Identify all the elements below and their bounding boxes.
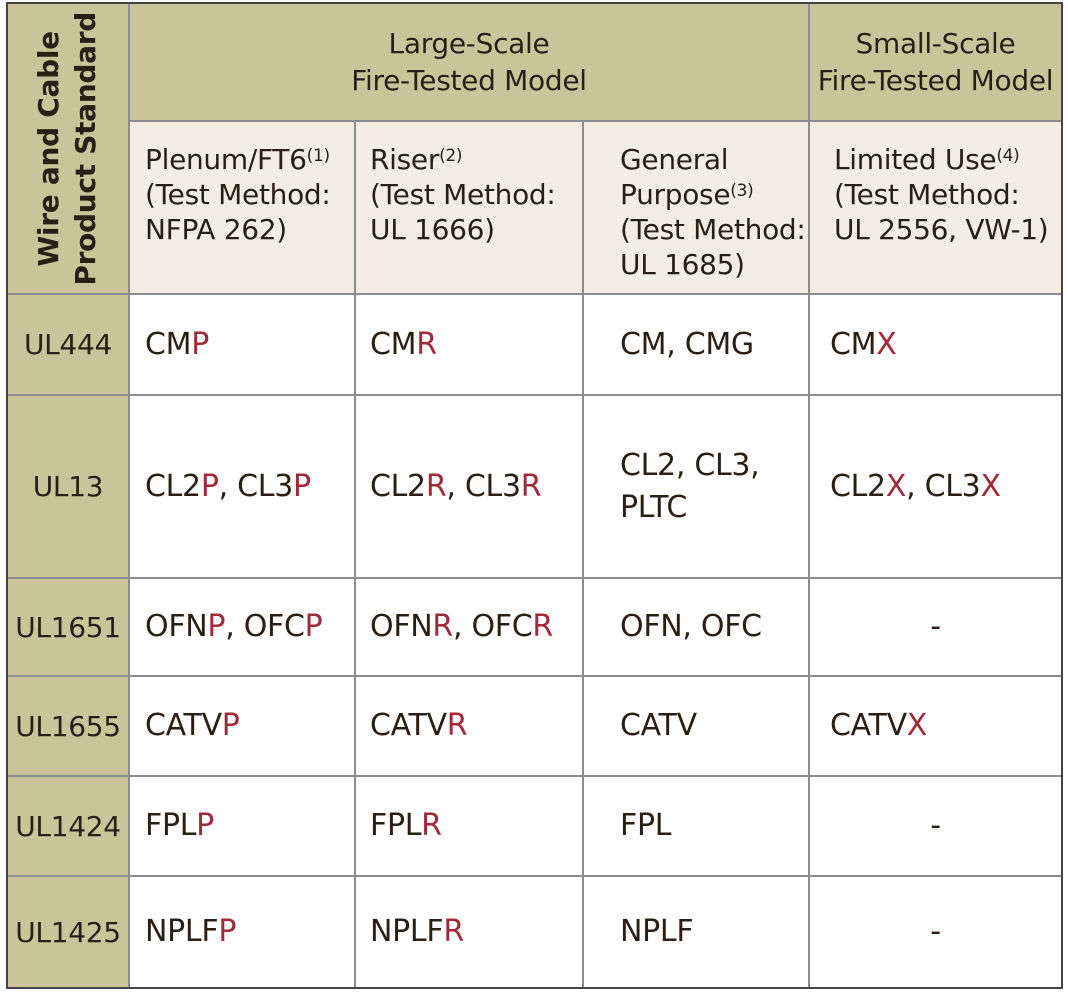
cell-text: FPLP [145, 808, 214, 844]
cell-ul1655-riser: CATVR [356, 677, 582, 775]
column-header-method: (Test Method: UL 2556, VW-1) [834, 178, 1049, 246]
row-label-ul1425: UL1425 [8, 877, 128, 987]
accent-suffix-letter: P [200, 468, 219, 504]
accent-suffix-letter: P [207, 609, 226, 645]
cell-ul1655-limited-use: CATVX [810, 677, 1061, 775]
cell-ul13-general-purpose: CL2, CL3, PLTC [584, 396, 808, 577]
footnote-marker-2: (2) [439, 145, 463, 166]
accent-suffix-letter: R [520, 468, 542, 504]
row-label-ul1655: UL1655 [8, 677, 128, 775]
row-label-ul1651: UL1651 [8, 579, 128, 675]
cell-ul444-riser: CMR [356, 295, 582, 394]
cell-text: - [930, 609, 941, 645]
cell-ul1424-limited-use: - [810, 777, 1061, 875]
row-label-ul1424: UL1424 [8, 777, 128, 875]
cell-ul1425-limited-use: - [810, 877, 1061, 987]
column-header-title: Plenum/FT6(1) [145, 143, 330, 176]
accent-suffix-letter: X [885, 468, 907, 504]
classification-table: Wire and Cable Product Standard Large-Sca… [6, 2, 1063, 989]
group-header-large-scale: Large-Scale Fire-Tested Model [130, 4, 808, 120]
footnote-marker-3: (3) [730, 180, 754, 201]
column-header-title: Limited Use(4) [834, 143, 1020, 176]
cell-text: CATV [620, 708, 697, 744]
accent-suffix-letter: R [446, 708, 468, 744]
cell-ul13-riser: CL2R, CL3R [356, 396, 582, 577]
cell-ul1425-riser: NPLFR [356, 877, 582, 987]
column-header-limited-use: Limited Use(4) (Test Method: UL 2556, VW… [810, 122, 1061, 293]
column-header-general-purpose: General Purpose(3) (Test Method: UL 1685… [584, 122, 808, 293]
cell-ul1655-general-purpose: CATV [584, 677, 808, 775]
column-header-method: (Test Method: NFPA 262) [145, 178, 331, 246]
cell-ul1651-limited-use: - [810, 579, 1061, 675]
cell-text: CMR [370, 326, 437, 362]
accent-suffix-letter: X [906, 708, 928, 744]
cell-text: CL2R, CL3R [370, 468, 542, 504]
cell-ul1424-general-purpose: FPL [584, 777, 808, 875]
cell-ul13-limited-use: CL2X, CL3X [810, 396, 1061, 577]
cell-ul13-plenum: CL2P, CL3P [130, 396, 354, 577]
cell-text: OFNP, OFCP [145, 609, 323, 645]
column-header-title: Riser(2) [370, 143, 463, 176]
column-header-title: General Purpose(3) [620, 143, 754, 211]
corner-header-wire-and-cable-product-standard: Wire and Cable Product Standard [8, 4, 128, 293]
column-header-method: (Test Method: UL 1666) [370, 178, 556, 246]
accent-suffix-letter: P [221, 708, 240, 744]
column-header-plenum: Plenum/FT6(1) (Test Method: NFPA 262) [130, 122, 354, 293]
cell-text: CATVX [830, 708, 928, 744]
cell-text: CATVP [145, 708, 240, 744]
cell-ul1651-riser: OFNR, OFCR [356, 579, 582, 675]
cell-text: OFN, OFC [620, 609, 762, 645]
column-header-method: (Test Method: UL 1685) [620, 213, 806, 281]
cell-ul1425-plenum: NPLFP [130, 877, 354, 987]
cell-text: CM, CMG [620, 326, 754, 362]
cell-text: OFNR, OFCR [370, 609, 553, 645]
row-label-ul444: UL444 [8, 295, 128, 394]
accent-suffix-letter: X [876, 326, 897, 362]
accent-suffix-letter: R [443, 914, 464, 950]
accent-suffix-letter: R [432, 609, 453, 645]
cell-ul444-limited-use: CMX [810, 295, 1061, 394]
cell-text: FPLR [370, 808, 442, 844]
cell-text: CMP [145, 326, 210, 362]
cell-ul1651-general-purpose: OFN, OFC [584, 579, 808, 675]
cell-text: NPLF [620, 914, 694, 950]
corner-header-line2: Product Standard [69, 11, 102, 286]
accent-suffix-letter: R [421, 808, 442, 844]
group-header-small-scale: Small-Scale Fire-Tested Model [810, 4, 1061, 120]
cell-text: CL2X, CL3X [830, 468, 1001, 504]
cell-ul444-general-purpose: CM, CMG [584, 295, 808, 394]
footnote-marker-1: (1) [306, 145, 330, 166]
cell-text: CMX [830, 326, 897, 362]
cell-text: CL2P, CL3P [145, 468, 311, 504]
accent-suffix-letter: P [292, 468, 311, 504]
corner-header-line1: Wire and Cable [32, 30, 66, 267]
cell-ul1424-riser: FPLR [356, 777, 582, 875]
accent-suffix-letter: P [218, 914, 237, 950]
cell-ul1655-plenum: CATVP [130, 677, 354, 775]
footnote-marker-4: (4) [996, 145, 1020, 166]
accent-suffix-letter: X [980, 468, 1001, 504]
cell-text: CATVR [370, 708, 468, 744]
accent-suffix-letter: R [532, 609, 553, 645]
cell-text: - [930, 808, 941, 844]
cell-text: FPL [620, 808, 672, 844]
row-label-ul13: UL13 [8, 396, 128, 577]
accent-suffix-letter: P [196, 808, 214, 844]
cell-text: NPLFP [145, 914, 237, 950]
corner-header-rotated-text: Wire and Cable Product Standard [31, 12, 105, 286]
accent-suffix-letter: P [191, 326, 210, 362]
accent-suffix-letter: R [416, 326, 437, 362]
accent-suffix-letter: P [304, 609, 323, 645]
cell-ul1651-plenum: OFNP, OFCP [130, 579, 354, 675]
cell-text: - [930, 914, 941, 950]
cell-ul1424-plenum: FPLP [130, 777, 354, 875]
cell-text: NPLFR [370, 914, 464, 950]
cell-ul444-plenum: CMP [130, 295, 354, 394]
cell-text: CL2, CL3, PLTC [620, 448, 760, 525]
accent-suffix-letter: R [425, 468, 447, 504]
cell-ul1425-general-purpose: NPLF [584, 877, 808, 987]
column-header-riser: Riser(2) (Test Method: UL 1666) [356, 122, 582, 293]
